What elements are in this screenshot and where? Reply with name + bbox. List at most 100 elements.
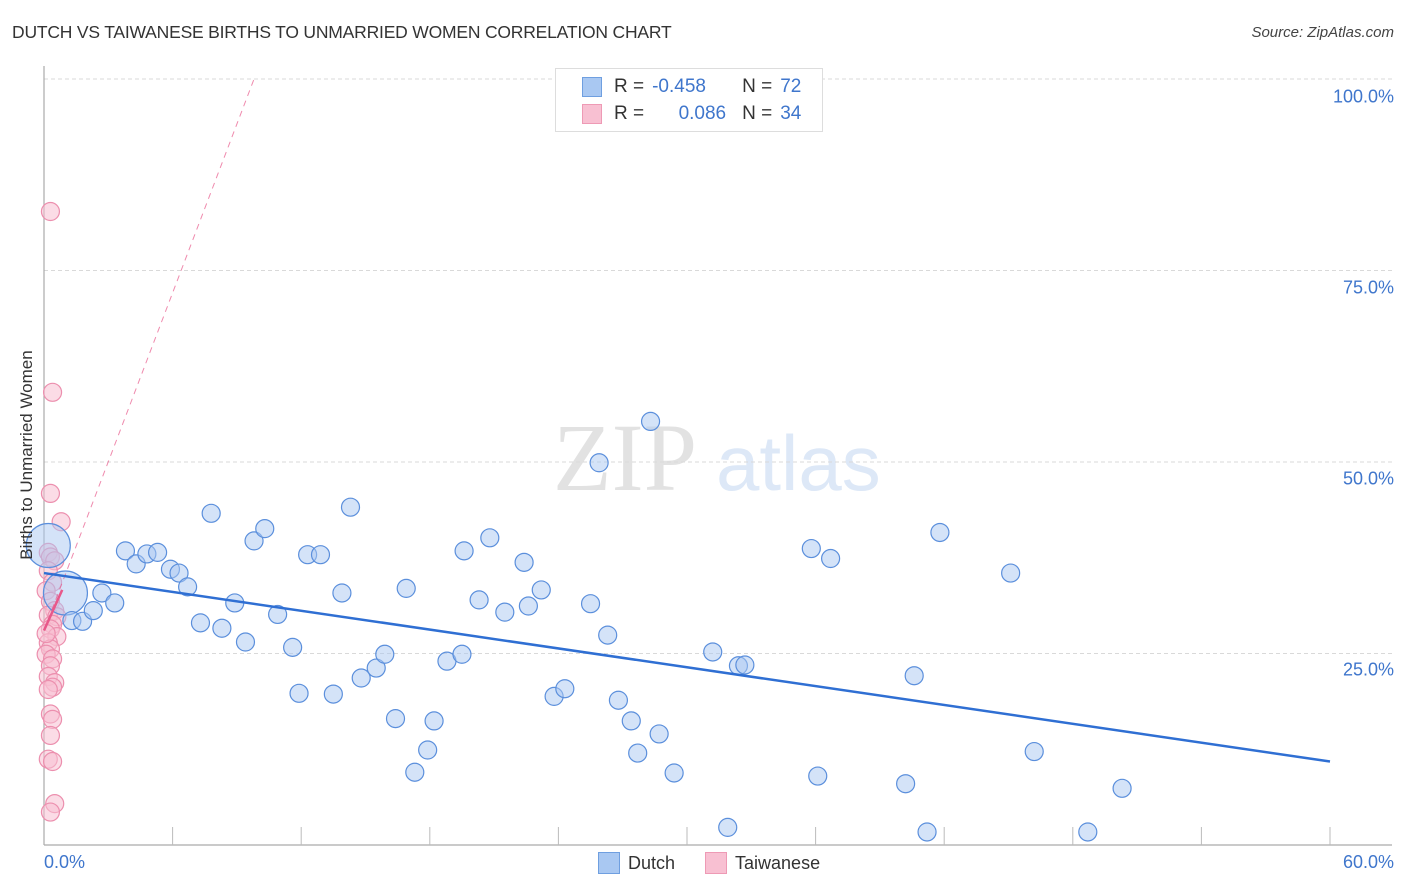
dutch-point xyxy=(115,541,136,561)
r-value: 0.086 xyxy=(678,103,727,124)
dutch-point xyxy=(255,519,275,539)
dutch-point xyxy=(454,541,474,561)
dutch-point xyxy=(808,766,828,786)
dutch-point xyxy=(514,552,534,572)
n-value: 34 xyxy=(780,103,802,124)
dutch-point xyxy=(469,590,489,610)
dutch-point xyxy=(169,563,189,583)
dutch-point xyxy=(664,763,684,783)
dutch-point xyxy=(580,594,601,614)
dutch-point xyxy=(201,503,221,523)
dutch-point xyxy=(531,580,551,600)
dutch-points xyxy=(25,411,1132,842)
dutch-point xyxy=(495,602,515,622)
dutch-point xyxy=(735,655,755,675)
dutch-point xyxy=(105,593,125,613)
dutch-point xyxy=(244,531,264,551)
dutch-point xyxy=(1001,563,1021,583)
x-tick-min: 0.0% xyxy=(44,852,86,872)
y-tick-25: 25.0% xyxy=(1342,659,1394,680)
taiwanese-point xyxy=(40,802,61,822)
dutch-point xyxy=(405,762,425,782)
taiwanese-point xyxy=(42,751,63,772)
dutch-point xyxy=(718,817,738,837)
dutch-point xyxy=(649,724,669,744)
r-label: R = xyxy=(614,76,645,97)
dutch-point xyxy=(452,644,472,664)
y-axis-label: Births to Unmarried Women xyxy=(17,350,36,560)
dutch-point xyxy=(235,632,256,652)
watermark-zip: ZIP xyxy=(553,404,697,511)
legend-item-taiwanese[interactable]: Taiwanese xyxy=(705,852,820,874)
n-label: N = xyxy=(742,76,773,97)
dutch-swatch-icon xyxy=(582,77,602,97)
dutch-point xyxy=(190,613,211,633)
y-tick-100: 100.0% xyxy=(1332,86,1394,107)
n-label: N = xyxy=(742,103,773,124)
taiwanese-trend-line xyxy=(42,589,64,632)
dutch-trend-line xyxy=(43,571,1331,763)
legend-row-taiwanese: R = 0.086 N = 34 xyxy=(582,102,801,126)
dutch-point xyxy=(375,644,395,664)
dutch-point xyxy=(83,601,103,621)
dutch-point xyxy=(323,684,343,704)
taiwanese-point xyxy=(40,201,61,222)
dutch-point xyxy=(212,618,232,638)
dutch-point xyxy=(703,642,723,662)
dutch-point xyxy=(640,411,661,432)
watermark-atlas: atlas xyxy=(716,419,881,507)
dutch-point xyxy=(621,711,641,731)
legend-label-dutch: Dutch xyxy=(628,852,676,873)
dutch-point xyxy=(904,666,924,686)
dutch-point xyxy=(92,583,112,603)
watermark: ZIP atlas xyxy=(553,404,881,511)
taiwanese-point xyxy=(42,709,63,729)
taiwanese-point xyxy=(38,679,58,700)
x-tick-max: 60.0% xyxy=(1342,852,1394,872)
dutch-point xyxy=(351,668,371,688)
legend-row-dutch: R = -0.458 N = 72 xyxy=(582,75,801,99)
taiwanese-point xyxy=(42,382,63,402)
dutch-point xyxy=(1112,778,1132,798)
dutch-point xyxy=(801,538,821,559)
dutch-point xyxy=(608,690,629,710)
dutch-point xyxy=(340,497,361,517)
taiwanese-legend-icon xyxy=(705,852,728,874)
n-value: 72 xyxy=(780,76,802,97)
series-legend: Dutch Taiwanese xyxy=(598,852,850,874)
dutch-point xyxy=(917,822,937,842)
chart-title: DUTCH VS TAIWANESE BIRTHS TO UNMARRIED W… xyxy=(12,22,672,42)
dutch-point xyxy=(424,711,444,731)
taiwanese-point xyxy=(40,725,61,746)
legend-label-taiwanese: Taiwanese xyxy=(735,852,821,873)
dutch-point xyxy=(555,679,575,699)
dutch-point xyxy=(480,528,500,548)
dutch-point xyxy=(385,709,406,729)
dutch-point xyxy=(366,658,386,678)
dutch-point xyxy=(1078,822,1098,842)
dutch-point xyxy=(589,453,609,473)
legend-item-dutch[interactable]: Dutch xyxy=(598,852,675,874)
r-label: R = xyxy=(614,103,645,124)
dutch-point xyxy=(332,583,352,603)
dutch-point xyxy=(310,545,331,565)
dutch-point xyxy=(268,604,288,625)
dutch-point xyxy=(598,625,618,645)
dutch-point xyxy=(25,522,71,569)
dutch-point xyxy=(628,743,648,763)
dutch-point xyxy=(147,542,168,562)
y-tick-75: 75.0% xyxy=(1342,277,1394,298)
dutch-point xyxy=(396,578,416,598)
taiwanese-point xyxy=(40,483,61,504)
dutch-point xyxy=(178,577,198,597)
dutch-legend-icon xyxy=(598,852,620,874)
taiwanese-swatch-icon xyxy=(582,104,602,124)
taiwanese-points xyxy=(36,201,71,822)
dutch-point xyxy=(821,548,841,569)
source-label: Source: ZipAtlas.com xyxy=(1251,24,1394,41)
dutch-point xyxy=(930,522,950,543)
dutch-point xyxy=(518,596,538,616)
trend-lines xyxy=(42,78,1331,763)
dutch-point xyxy=(1024,741,1044,762)
